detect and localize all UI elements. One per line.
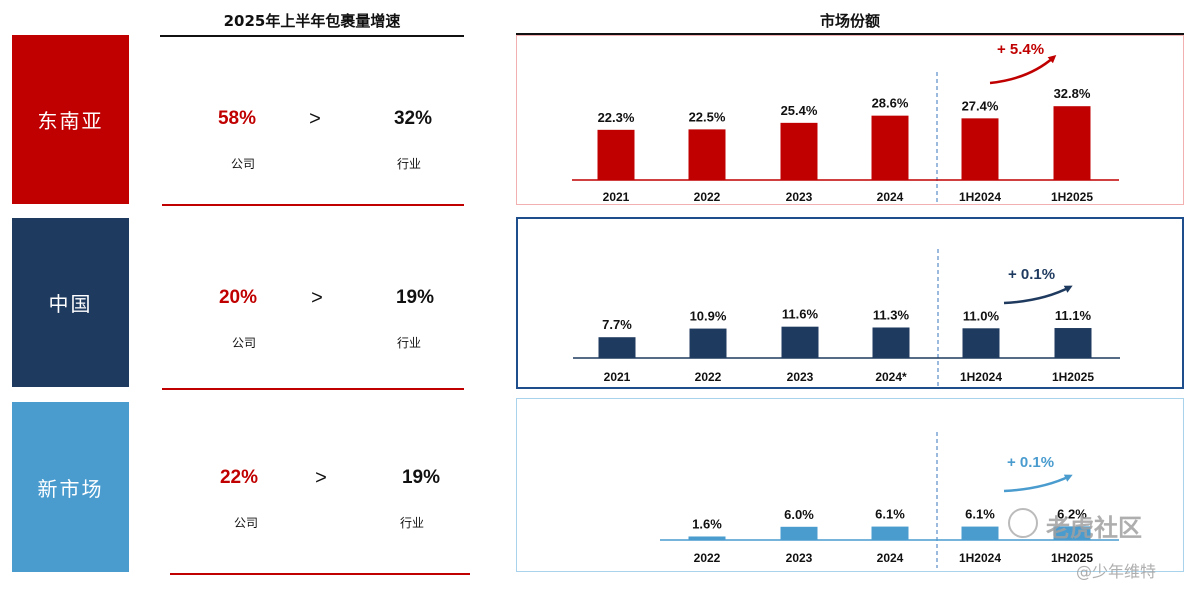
bar-value-label: 1.6%: [692, 516, 722, 531]
bar-value-label: 6.0%: [784, 507, 814, 522]
category-label: 2023: [786, 190, 813, 203]
bar: [1053, 106, 1091, 180]
category-label: 2023: [786, 551, 813, 565]
category-label: 2021: [603, 190, 630, 203]
bar-value-label: 7.7%: [602, 317, 632, 332]
bar-value-label: 11.3%: [873, 307, 910, 322]
category-label: 1H2025: [1051, 551, 1093, 565]
bar-value-label: 22.3%: [598, 110, 635, 125]
bar: [962, 328, 1000, 358]
market-share-chart-southeast-asia: 22.3% 2021 22.5% 2022 25.4% 2023 28.6% 2024 27.4…: [516, 35, 1184, 207]
company-label: 公司: [231, 336, 256, 350]
row-divider: [162, 388, 464, 390]
category-label: 2024*: [875, 370, 907, 384]
bar-value-label: 25.4%: [781, 103, 818, 118]
bar-value-label: 6.1%: [965, 507, 995, 522]
watermark-logo-icon: [1008, 508, 1038, 538]
bar-value-label: 11.1%: [1055, 308, 1092, 323]
watermark-brand: 老虎社区: [1046, 514, 1142, 542]
region-box-southeast-asia: 东南亚: [12, 35, 129, 204]
industry-growth-china: 19%: [395, 287, 435, 308]
chart-svg: 22.3% 2021 22.5% 2022 25.4% 2023 28.6% 2024 27.4…: [572, 41, 1119, 207]
bar: [781, 326, 819, 358]
bar: [871, 115, 909, 180]
right-section-title: 市场份额: [819, 12, 880, 30]
greater-than-symbol: >: [309, 108, 321, 130]
category-label: 1H2024: [959, 551, 1001, 565]
growth-annotation: + 0.1%: [1007, 454, 1054, 471]
row-divider: [170, 573, 470, 575]
growth-arrow-icon: [1003, 474, 1073, 493]
watermark-author: @少年维特: [1076, 562, 1157, 581]
bar: [780, 526, 818, 540]
company-label: 公司: [230, 157, 255, 171]
region-box-new-markets: 新市场: [12, 402, 129, 572]
category-label: 1H2024: [960, 370, 1002, 384]
bar: [597, 129, 635, 180]
bar-value-label: 6.1%: [875, 507, 905, 522]
bar-value-label: 6.2%: [1057, 506, 1087, 521]
industry-label: 行业: [396, 157, 421, 171]
bar: [961, 526, 999, 540]
bar-value-label: 27.4%: [962, 98, 999, 113]
category-label: 2021: [604, 370, 631, 384]
category-label: 1H2025: [1051, 190, 1093, 203]
bar: [780, 122, 818, 180]
region-box-china: 中国: [12, 218, 129, 387]
bar: [688, 129, 726, 180]
category-label: 2022: [694, 551, 721, 565]
category-label: 1H2025: [1052, 370, 1094, 384]
category-label: 2022: [694, 190, 721, 203]
market-share-chart-new-markets: 1.6% 2022 6.0% 2023 6.1% 2024 6.1% 1H2024 6.2% 1H…: [516, 398, 1184, 572]
chart-svg: 1.6% 2022 6.0% 2023 6.1% 2024 6.1% 1H2024 6.2% 1H…: [660, 432, 1119, 568]
industry-growth-southeast-asia: 32%: [393, 108, 433, 129]
growth-annotation: + 5.4%: [997, 41, 1044, 58]
category-label: 2022: [695, 370, 722, 384]
category-label: 1H2024: [959, 190, 1001, 203]
growth-annotation: + 0.1%: [1008, 266, 1055, 283]
market-share-chart-china: 7.7% 2021 10.9% 2022 11.6% 2023 11.3% 2024* 11.0…: [516, 217, 1184, 389]
company-growth-new-markets: 22%: [219, 467, 259, 488]
bar: [598, 337, 636, 358]
bar: [1053, 526, 1091, 540]
company-growth-china: 20%: [218, 287, 258, 308]
bar-value-label: 10.9%: [690, 309, 727, 324]
bar: [1054, 328, 1092, 358]
bar: [961, 118, 999, 180]
right-title-rule: [516, 33, 1184, 35]
category-label: 2023: [787, 370, 814, 384]
category-label: 2024: [877, 190, 904, 203]
greater-than-symbol: >: [315, 467, 327, 489]
industry-label: 行业: [396, 336, 421, 350]
industry-growth-new-markets: 19%: [401, 467, 441, 488]
industry-label: 行业: [399, 516, 424, 530]
row-divider: [162, 204, 464, 206]
greater-than-symbol: >: [311, 287, 323, 309]
category-label: 2024: [877, 551, 904, 565]
bar: [872, 327, 910, 358]
left-section-title: 2025年上半年包裹量增速: [223, 12, 401, 30]
bar-value-label: 11.6%: [782, 307, 819, 322]
left-title-rule: [160, 35, 464, 37]
bar-value-label: 28.6%: [872, 96, 909, 111]
company-label: 公司: [233, 516, 258, 530]
growth-arrow-icon: [989, 55, 1057, 85]
company-growth-southeast-asia: 58%: [217, 108, 257, 129]
chart-svg: 7.7% 2021 10.9% 2022 11.6% 2023 11.3% 2024* 11.0…: [573, 249, 1120, 387]
bar: [689, 328, 727, 358]
bar-value-label: 32.8%: [1054, 86, 1091, 101]
bar: [871, 526, 909, 540]
growth-arrow-icon: [1003, 285, 1073, 305]
bar-value-label: 22.5%: [689, 109, 726, 124]
bar-value-label: 11.0%: [963, 308, 1000, 323]
bar: [688, 536, 726, 540]
